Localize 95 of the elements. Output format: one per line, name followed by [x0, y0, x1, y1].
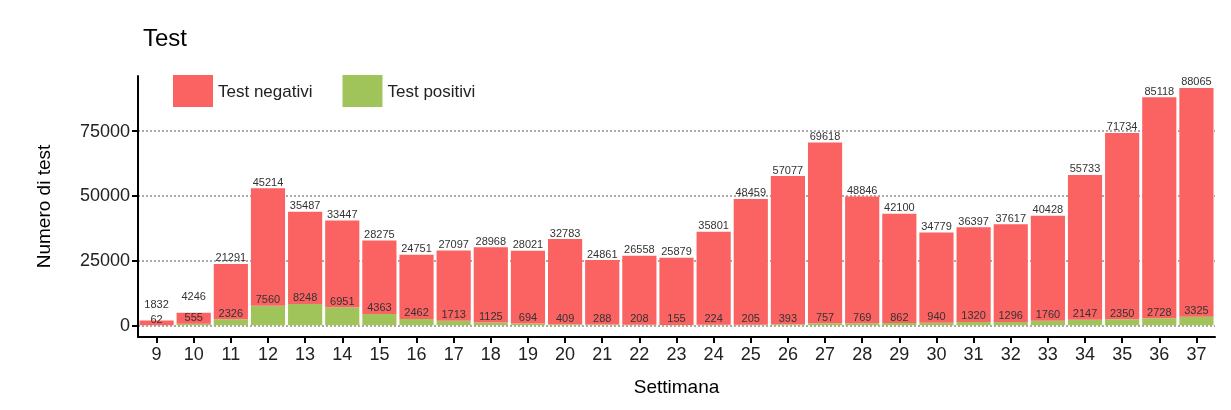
- data-label: 48846: [846, 183, 878, 196]
- data-label: 33447: [326, 207, 358, 220]
- data-label: 32783: [549, 226, 581, 239]
- y-tick-label: 25000: [79, 250, 130, 271]
- data-label: 208: [630, 312, 649, 325]
- data-label: 85118: [1144, 84, 1175, 97]
- data-label: 35801: [698, 219, 729, 232]
- data-label: 45214: [252, 175, 284, 188]
- x-tick-label: 30: [926, 344, 947, 364]
- data-label: 88065: [1181, 75, 1212, 88]
- data-label: 155: [667, 312, 686, 325]
- x-tick-label: 35: [1112, 344, 1133, 364]
- x-tick-label: 21: [592, 344, 613, 364]
- data-label: 1713: [441, 308, 466, 321]
- data-label: 69618: [809, 130, 841, 143]
- data-label: 71734: [1106, 120, 1138, 133]
- y-axis-title: Numero di test: [33, 144, 54, 269]
- x-tick-label: 34: [1075, 344, 1096, 364]
- x-tick-label: 36: [1149, 344, 1170, 364]
- x-tick-label: 33: [1037, 344, 1058, 364]
- legend-label: Test negativi: [218, 81, 313, 101]
- x-tick-label: 32: [1000, 344, 1021, 364]
- x-tick-label: 17: [443, 344, 464, 364]
- data-label: 3325: [1184, 304, 1209, 317]
- data-label: 4363: [367, 301, 392, 314]
- data-label: 21291: [215, 251, 247, 264]
- x-tick-label: 29: [889, 344, 910, 364]
- data-label: 26558: [624, 243, 655, 256]
- x-tick-label: 12: [257, 344, 278, 364]
- data-label: 28275: [364, 228, 395, 241]
- x-tick-label: 13: [295, 344, 316, 364]
- y-tick-label: 0: [119, 315, 130, 336]
- data-label: 4246: [181, 290, 206, 303]
- data-label: 25879: [661, 245, 692, 258]
- data-label: 224: [704, 312, 723, 325]
- data-label: 28968: [475, 234, 507, 247]
- x-tick-label: 20: [555, 344, 576, 364]
- x-tick-label: 19: [517, 344, 538, 364]
- x-tick-label: 15: [369, 344, 390, 364]
- data-label: 288: [593, 312, 612, 325]
- x-tick-label: 24: [703, 344, 724, 364]
- x-tick-label: 31: [963, 344, 984, 364]
- x-tick-label: 26: [777, 344, 798, 364]
- data-label: 205: [741, 312, 760, 325]
- x-tick-label: 9: [151, 344, 162, 364]
- data-label: 7560: [255, 293, 281, 306]
- data-label: 8248: [292, 291, 318, 304]
- data-label: 757: [815, 310, 835, 323]
- data-label: 2462: [404, 306, 429, 319]
- data-label: 55733: [1069, 162, 1101, 175]
- x-axis-title: Settimana: [633, 376, 720, 397]
- data-label: 2350: [1109, 306, 1135, 319]
- data-label: 1125: [478, 309, 503, 322]
- data-label: 27097: [438, 237, 469, 250]
- x-tick-label: 25: [740, 344, 761, 364]
- x-tick-label: 11: [221, 344, 241, 364]
- x-tick-label: 16: [406, 344, 427, 364]
- legend-label: Test positivi: [387, 81, 476, 101]
- data-label: 940: [927, 310, 946, 323]
- x-tick-label: 10: [183, 344, 204, 364]
- data-label: 24861: [586, 247, 618, 260]
- y-tick-label: 50000: [79, 185, 130, 206]
- data-label: 862: [890, 310, 909, 323]
- data-label: 2147: [1072, 307, 1098, 320]
- data-label: 409: [555, 311, 575, 324]
- data-label: 48459: [735, 186, 767, 199]
- data-label: 694: [518, 311, 538, 324]
- data-label: 37617: [995, 211, 1027, 224]
- x-tick-label: 23: [666, 344, 687, 364]
- x-tick-label: 14: [332, 344, 353, 364]
- data-label: 769: [853, 310, 872, 323]
- x-tick-label: 22: [629, 344, 650, 364]
- data-label: 24751: [401, 242, 432, 255]
- data-label: 28021: [512, 238, 544, 251]
- data-label: 2728: [1147, 305, 1172, 318]
- data-label: 555: [184, 311, 203, 324]
- data-label: 1760: [1035, 308, 1061, 321]
- data-label: 393: [778, 311, 798, 324]
- data-label: 36397: [958, 214, 989, 227]
- x-tick-label: 27: [815, 344, 836, 364]
- data-label: 1832: [144, 297, 169, 310]
- data-label: 34779: [921, 220, 952, 233]
- y-tick-label: 75000: [79, 120, 130, 141]
- data-label: 6951: [330, 294, 355, 307]
- chart-title: Test: [143, 23, 188, 51]
- data-label: 57077: [772, 163, 804, 176]
- data-label: 1296: [998, 309, 1023, 322]
- data-label: 1320: [961, 309, 986, 322]
- data-label: 40428: [1032, 203, 1064, 216]
- data-label: 35487: [289, 199, 321, 212]
- data-label: 42100: [884, 201, 915, 214]
- x-tick-label: 28: [852, 344, 873, 364]
- data-label: 2326: [218, 306, 244, 319]
- x-tick-label: 18: [480, 344, 501, 364]
- x-tick-label: 37: [1186, 344, 1207, 364]
